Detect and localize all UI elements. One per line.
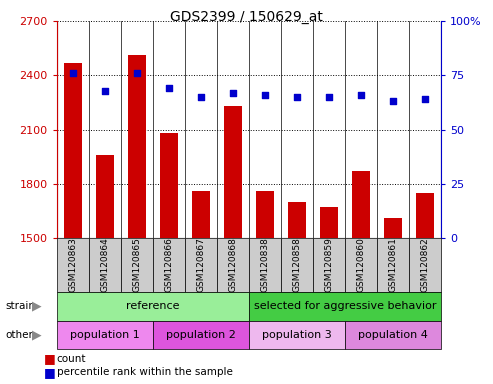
Text: ■: ■ — [44, 353, 56, 366]
Text: percentile rank within the sample: percentile rank within the sample — [57, 367, 233, 377]
Text: count: count — [57, 354, 86, 364]
Point — [101, 88, 108, 94]
Text: reference: reference — [126, 301, 179, 311]
Point — [357, 92, 365, 98]
Text: GSM120867: GSM120867 — [196, 238, 206, 292]
Point — [229, 89, 237, 96]
Text: GSM120858: GSM120858 — [292, 238, 302, 292]
Text: ▶: ▶ — [32, 300, 42, 313]
Point — [133, 70, 141, 76]
Point — [421, 96, 429, 102]
Text: GSM120838: GSM120838 — [260, 238, 270, 292]
Point — [261, 92, 269, 98]
Text: ▶: ▶ — [32, 329, 42, 341]
Bar — [385, 218, 402, 238]
Text: population 2: population 2 — [166, 330, 236, 340]
Text: GSM120868: GSM120868 — [228, 238, 238, 292]
Text: GSM120862: GSM120862 — [421, 238, 430, 292]
Text: other: other — [5, 330, 33, 340]
Point — [69, 70, 77, 76]
Bar — [128, 55, 145, 238]
Bar — [288, 202, 306, 238]
Point — [293, 94, 301, 100]
Point — [165, 85, 173, 91]
Text: population 3: population 3 — [262, 330, 332, 340]
Text: GSM120865: GSM120865 — [132, 238, 141, 292]
Text: population 1: population 1 — [70, 330, 140, 340]
Text: GSM120860: GSM120860 — [356, 238, 366, 292]
Text: ■: ■ — [44, 366, 56, 379]
Text: GSM120861: GSM120861 — [388, 238, 398, 292]
Point — [325, 94, 333, 100]
Text: GSM120866: GSM120866 — [164, 238, 174, 292]
Bar — [64, 63, 81, 238]
Point — [389, 98, 397, 104]
Text: GSM120864: GSM120864 — [100, 238, 109, 292]
Bar — [256, 191, 274, 238]
Bar — [160, 133, 177, 238]
Text: population 4: population 4 — [358, 330, 428, 340]
Text: GDS2399 / 150629_at: GDS2399 / 150629_at — [170, 10, 323, 23]
Bar — [352, 171, 370, 238]
Bar — [417, 193, 434, 238]
Bar — [224, 106, 242, 238]
Text: GSM120859: GSM120859 — [324, 238, 334, 292]
Point — [197, 94, 205, 100]
Bar — [96, 155, 113, 238]
Text: GSM120863: GSM120863 — [68, 238, 77, 292]
Bar — [192, 191, 210, 238]
Text: strain: strain — [5, 301, 35, 311]
Text: selected for aggressive behavior: selected for aggressive behavior — [254, 301, 436, 311]
Bar — [320, 207, 338, 238]
